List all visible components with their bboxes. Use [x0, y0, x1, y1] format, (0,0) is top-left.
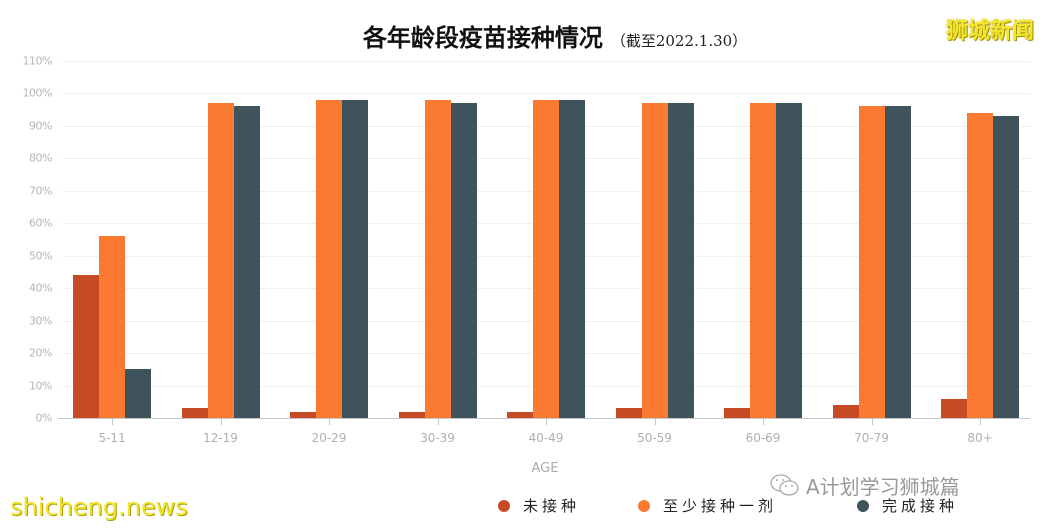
bar[interactable]	[398, 411, 425, 418]
chart-header: 各年龄段疫苗接种情况 （截至2022.1.30）	[0, 18, 1050, 53]
bar[interactable]	[290, 411, 316, 418]
bar[interactable]	[615, 408, 642, 418]
x-axis-title: AGE	[531, 461, 559, 476]
bar[interactable]	[424, 99, 451, 418]
chart-title: 各年龄段疫苗接种情况	[362, 24, 603, 52]
legend-label: 完成接种	[882, 497, 959, 515]
y-tick-label: 0%	[35, 411, 53, 425]
x-tick-label: 20-29	[311, 431, 347, 445]
legend-dot-icon	[857, 499, 870, 512]
x-tick	[980, 419, 981, 425]
bar[interactable]	[533, 99, 559, 418]
legend-dot-icon	[498, 499, 510, 512]
bar[interactable]	[776, 102, 802, 418]
bar[interactable]	[641, 102, 668, 418]
bar[interactable]	[941, 398, 967, 418]
x-axis-line	[58, 418, 1030, 419]
bar[interactable]	[342, 99, 368, 418]
y-tick-label: 10%	[29, 379, 52, 392]
x-tick	[871, 419, 873, 425]
bar[interactable]	[750, 102, 776, 418]
y-tick-label: 20%	[29, 346, 52, 360]
bar[interactable]	[125, 369, 151, 418]
bar[interactable]	[181, 408, 208, 418]
bar[interactable]	[724, 408, 750, 418]
x-tick	[329, 419, 330, 425]
bar[interactable]	[507, 411, 533, 418]
y-tick-label: 110%	[22, 54, 53, 67]
y-tick-label: 90%	[29, 119, 52, 132]
x-tick-label: 40-49	[528, 431, 564, 445]
bar[interactable]	[316, 99, 342, 418]
y-tick-label: 100%	[22, 86, 53, 100]
x-tick-label: 70-79	[854, 431, 889, 445]
gridline	[62, 93, 1030, 94]
x-tick	[220, 419, 222, 425]
chart-legend: 未接种 至少接种一剂 完成接种	[498, 495, 958, 516]
x-tick-label: 80+	[967, 431, 993, 445]
bar[interactable]	[993, 115, 1019, 418]
x-tick	[654, 419, 656, 425]
x-tick-label: 5-11	[98, 431, 126, 445]
y-tick-label: 70%	[29, 184, 52, 197]
x-tick	[546, 419, 547, 425]
y-tick-label: 50%	[29, 249, 52, 262]
x-tick-label: 30-39	[420, 431, 455, 445]
chart-subtitle: （截至2022.1.30）	[610, 32, 748, 50]
bar[interactable]	[99, 236, 125, 418]
bar[interactable]	[667, 102, 694, 418]
bar[interactable]	[233, 106, 260, 418]
legend-item[interactable]: 未接种	[498, 495, 580, 516]
x-tick	[763, 419, 764, 425]
wechat-watermark: A计划学习狮城篇	[770, 471, 960, 500]
bar[interactable]	[858, 106, 885, 418]
y-tick-label: 80%	[29, 151, 52, 165]
gridline	[62, 60, 1030, 62]
bar[interactable]	[559, 99, 585, 418]
wechat-account-name: A计划学习狮城篇	[806, 475, 960, 499]
y-tick-label: 40%	[29, 281, 52, 295]
bar[interactable]	[450, 102, 477, 418]
y-tick-label: 60%	[29, 216, 52, 230]
wechat-icon	[770, 473, 800, 499]
x-tick-label: 50-59	[637, 431, 672, 445]
legend-dot-icon	[638, 499, 651, 512]
bar[interactable]	[832, 405, 859, 418]
bar[interactable]	[207, 102, 234, 418]
site-watermark: shicheng.news	[10, 493, 188, 521]
x-tick	[437, 419, 439, 425]
legend-label: 至少接种一剂	[663, 497, 778, 515]
x-tick-label: 12-19	[203, 431, 238, 445]
legend-item[interactable]: 至少接种一剂	[638, 495, 777, 516]
legend-item[interactable]: 完成接种	[857, 495, 958, 516]
brand-logo: 狮城新闻	[945, 19, 1034, 44]
y-tick-label: 30%	[29, 314, 52, 327]
x-tick	[112, 419, 113, 425]
bar[interactable]	[73, 275, 99, 418]
bar[interactable]	[884, 106, 911, 418]
x-tick-label: 60-69	[745, 431, 781, 445]
bar[interactable]	[967, 112, 993, 418]
legend-label: 未接种	[523, 497, 581, 515]
